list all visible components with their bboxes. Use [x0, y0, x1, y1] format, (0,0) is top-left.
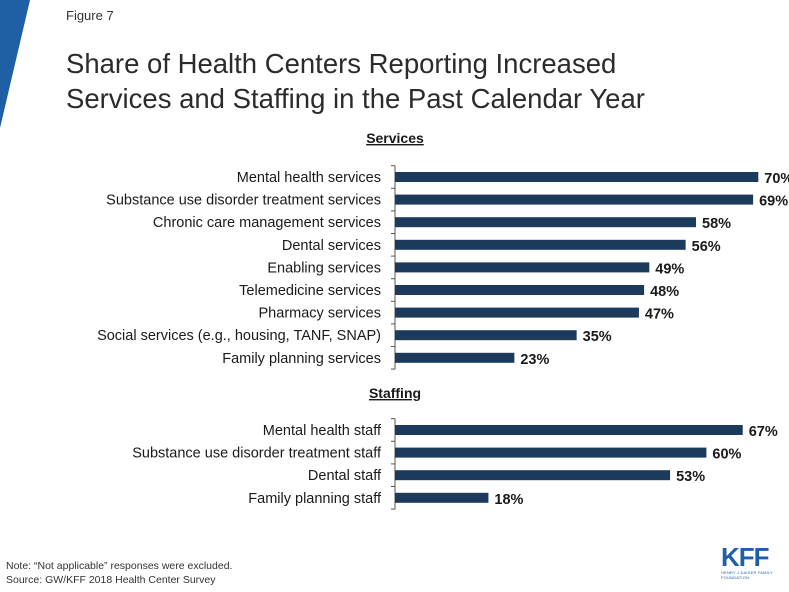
staffing-group-title: Staffing	[369, 385, 421, 401]
services-data-label: 49%	[655, 261, 684, 277]
services-category-label: Social services (e.g., housing, TANF, SN…	[97, 328, 381, 344]
services-category-label: Substance use disorder treatment service…	[106, 193, 381, 209]
services-bar	[395, 239, 686, 250]
chart-title-line-2: Services and Staffing in the Past Calend…	[66, 83, 645, 114]
figure-label: Figure 7	[66, 8, 114, 23]
kff-logo: KFF HENRY J KAISER FAMILY FOUNDATION	[721, 544, 775, 584]
services-bar	[395, 285, 645, 295]
services-bar	[395, 307, 639, 318]
services-bar	[395, 262, 650, 273]
services-data-label: 35%	[583, 329, 612, 345]
services-data-label: 69%	[759, 194, 788, 210]
corner-accent	[0, 0, 30, 128]
services-category-label: Family planning services	[222, 351, 381, 367]
staffing-category-label: Dental staff	[308, 468, 382, 484]
staffing-bar	[395, 470, 671, 481]
services-bar	[395, 330, 577, 341]
services-category-label: Telemedicine services	[239, 283, 381, 299]
logo-subtext: HENRY J KAISER FAMILY FOUNDATION	[721, 570, 773, 580]
services-bar	[395, 194, 754, 205]
staffing-data-label: 67%	[749, 424, 778, 440]
chart-title: Share of Health Centers Reporting Increa…	[66, 46, 645, 116]
staffing-data-label: 53%	[676, 469, 705, 485]
source-text: Source: GW/KFF 2018 Health Center Survey	[6, 574, 216, 586]
services-category-label: Chronic care management services	[153, 215, 381, 231]
services-bar	[395, 172, 759, 182]
services-group-title: Services	[366, 130, 424, 146]
services-category-label: Pharmacy services	[259, 306, 381, 322]
staffing-data-label: 60%	[712, 447, 741, 463]
staffing-bar	[395, 425, 743, 435]
footnote: Note: “Not applicable” responses were ex…	[6, 559, 232, 587]
services-bar	[395, 352, 515, 363]
bar-chart: Services Mental health services 70% Substan…	[97, 130, 789, 510]
services-bar	[395, 217, 697, 228]
staffing-bar	[395, 447, 707, 458]
services-data-label: 56%	[692, 239, 721, 255]
staffing-data-label: 18%	[494, 492, 523, 508]
services-data-label: 58%	[702, 216, 731, 232]
staffing-category-label: Mental health staff	[263, 423, 382, 439]
services-category-label: Dental services	[282, 238, 381, 254]
staffing-category-label: Substance use disorder treatment staff	[132, 446, 382, 462]
logo-text: KFF	[721, 542, 770, 572]
services-category-label: Mental health services	[237, 170, 381, 186]
staffing-category-label: Family planning staff	[248, 491, 382, 507]
services-data-label: 48%	[650, 284, 679, 300]
services-category-label: Enabling services	[267, 260, 381, 276]
staffing-bar	[395, 492, 489, 503]
note-text: Note: “Not applicable” responses were ex…	[6, 560, 233, 572]
services-data-label: 47%	[645, 307, 674, 323]
services-data-label: 70%	[764, 171, 789, 187]
services-data-label: 23%	[520, 352, 549, 368]
chart-title-line-1: Share of Health Centers Reporting Increa…	[66, 48, 617, 79]
